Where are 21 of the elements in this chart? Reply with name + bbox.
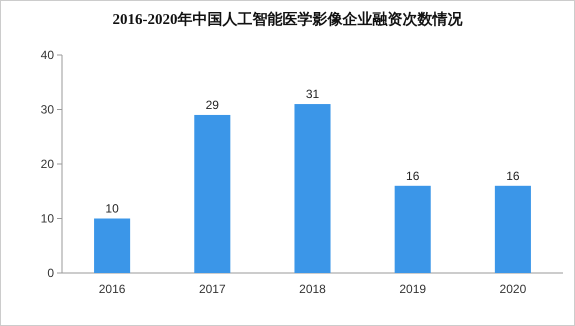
data-label: 31 [306, 87, 320, 102]
x-tick-label: 2020 [500, 282, 527, 296]
y-tick-label: 30 [40, 102, 54, 117]
data-label: 29 [206, 98, 220, 112]
y-tick-label: 20 [40, 157, 54, 172]
data-label: 16 [406, 168, 420, 183]
data-label: 16 [506, 168, 520, 183]
data-label: 10 [105, 202, 120, 216]
bar [94, 218, 130, 273]
x-tick-label: 2018 [299, 282, 326, 296]
x-tick-label: 2019 [399, 282, 426, 296]
y-tick-label: 40 [40, 48, 54, 62]
bar [494, 186, 531, 273]
y-tick-label: 0 [47, 266, 54, 280]
y-tick-label: 10 [40, 212, 54, 226]
bar [394, 186, 431, 273]
chart-title: 2016-2020年中国人工智能医学影像企业融资次数情况 [112, 11, 464, 28]
bar [194, 114, 230, 273]
x-tick-label: 2016 [98, 282, 126, 296]
x-tick-label: 2017 [198, 282, 226, 296]
bar [294, 104, 331, 273]
